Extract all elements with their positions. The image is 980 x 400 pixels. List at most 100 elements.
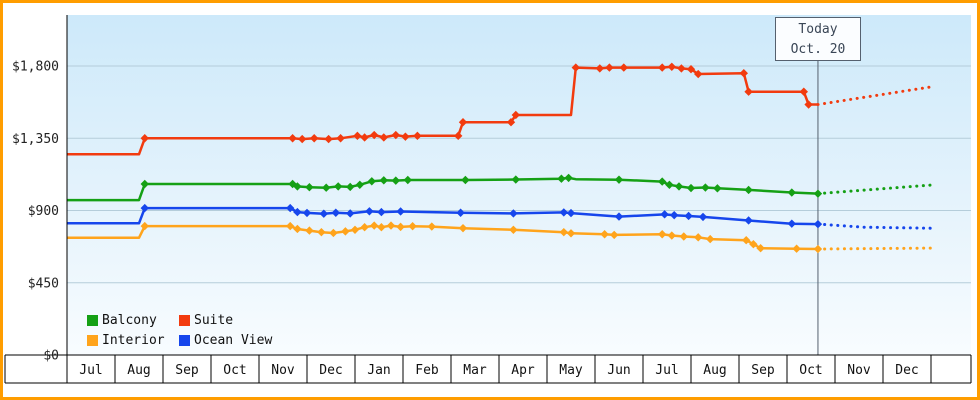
data-point-balcony	[674, 182, 684, 191]
data-point-suite	[744, 87, 753, 96]
data-point-balcony	[813, 189, 823, 198]
data-point-ocean-view	[140, 203, 149, 213]
data-point-interior	[756, 244, 765, 253]
data-point-ocean-view	[396, 207, 405, 216]
data-point-suite	[686, 65, 696, 74]
x-axis-label: Aug	[703, 363, 726, 378]
x-axis-label: Dec	[895, 363, 918, 378]
data-point-suite	[619, 63, 628, 72]
data-point-balcony	[511, 175, 520, 184]
data-point-suite	[694, 69, 703, 79]
data-point-suite	[336, 134, 345, 143]
data-point-suite	[379, 133, 388, 142]
data-point-suite	[454, 131, 463, 141]
data-point-ocean-view	[346, 209, 355, 218]
data-point-interior	[408, 222, 417, 231]
data-point-ocean-view	[614, 212, 624, 221]
data-point-interior	[317, 227, 326, 237]
data-point-balcony	[658, 177, 667, 186]
data-point-interior	[600, 230, 609, 239]
data-point-balcony	[614, 175, 624, 184]
data-point-suite	[288, 134, 297, 143]
data-point-interior	[610, 230, 619, 240]
x-axis-label: Jul	[79, 363, 102, 378]
data-point-interior	[293, 224, 302, 234]
data-point-ocean-view	[744, 216, 753, 225]
data-point-interior	[305, 226, 314, 235]
today-date-label: Oct. 20	[790, 42, 846, 57]
data-point-suite	[140, 134, 149, 143]
data-point-suite	[298, 134, 307, 144]
data-point-balcony	[701, 183, 710, 192]
data-point-interior	[377, 222, 386, 232]
series-forecast-balcony	[816, 183, 933, 196]
data-point-balcony	[305, 183, 314, 192]
y-axis-label: $1,800	[12, 60, 59, 75]
data-point-balcony	[140, 179, 149, 189]
data-point-suite	[605, 63, 614, 72]
legend: Balcony Suite Interior Ocean View	[87, 310, 272, 350]
data-point-ocean-view	[293, 207, 302, 217]
data-point-balcony	[557, 174, 566, 183]
data-point-suite	[370, 130, 379, 140]
legend-swatch-ocean-view	[179, 334, 190, 346]
data-point-interior	[386, 221, 396, 230]
data-point-suite	[391, 130, 400, 140]
data-point-suite	[677, 64, 686, 73]
data-point-interior	[706, 234, 715, 244]
data-point-interior	[679, 232, 688, 241]
today-label: Today	[798, 22, 838, 37]
data-point-balcony	[355, 180, 364, 190]
data-point-suite	[353, 131, 362, 141]
today-marker-box: Today Oct. 20	[775, 17, 861, 61]
x-axis-label: May	[559, 363, 583, 378]
x-axis-label: Nov	[847, 363, 871, 378]
data-point-interior	[566, 229, 576, 238]
data-point-balcony	[744, 185, 753, 195]
legend-swatch-interior	[87, 334, 98, 346]
series-forecast-suite	[816, 85, 933, 106]
series-forecast-ocean-view	[816, 222, 933, 230]
data-point-balcony	[379, 176, 388, 185]
data-point-interior	[559, 227, 568, 237]
data-point-ocean-view	[813, 219, 823, 229]
data-point-interior	[329, 228, 338, 238]
x-axis-label: Sep	[175, 363, 199, 378]
data-point-suite	[506, 117, 516, 127]
data-point-interior	[658, 230, 667, 239]
data-point-suite	[324, 134, 333, 144]
data-point-balcony	[346, 182, 355, 192]
x-axis-label: Jun	[607, 363, 630, 378]
data-point-suite	[458, 117, 468, 127]
data-point-interior	[341, 227, 350, 236]
data-point-interior	[742, 236, 751, 245]
data-point-suite	[658, 63, 667, 72]
x-axis-label: Jul	[655, 363, 678, 378]
legend-item-balcony: Balcony	[87, 310, 179, 330]
data-point-balcony	[713, 184, 722, 193]
legend-label: Suite	[194, 312, 234, 328]
series-forecast-interior	[816, 246, 933, 251]
data-point-balcony	[403, 175, 412, 185]
data-point-balcony	[322, 183, 331, 192]
legend-item-suite: Suite	[179, 310, 272, 330]
y-axis-label: $0	[43, 349, 59, 364]
y-axis-label: $450	[28, 276, 59, 291]
data-point-interior	[667, 231, 676, 240]
data-point-ocean-view	[787, 219, 796, 228]
data-point-balcony	[787, 188, 796, 197]
legend-label: Ocean View	[194, 332, 273, 348]
data-point-balcony	[665, 180, 674, 190]
legend-swatch-balcony	[87, 314, 98, 326]
data-point-ocean-view	[286, 203, 295, 213]
data-point-ocean-view	[456, 208, 465, 217]
data-point-ocean-view	[365, 207, 374, 216]
y-axis-label: $1,350	[12, 132, 59, 147]
data-point-interior	[140, 221, 149, 231]
data-point-interior	[813, 244, 823, 254]
x-axis-label: Nov	[271, 363, 295, 378]
data-point-ocean-view	[302, 208, 312, 218]
data-point-interior	[792, 244, 801, 253]
data-point-suite	[310, 134, 319, 143]
data-point-suite	[511, 110, 520, 120]
